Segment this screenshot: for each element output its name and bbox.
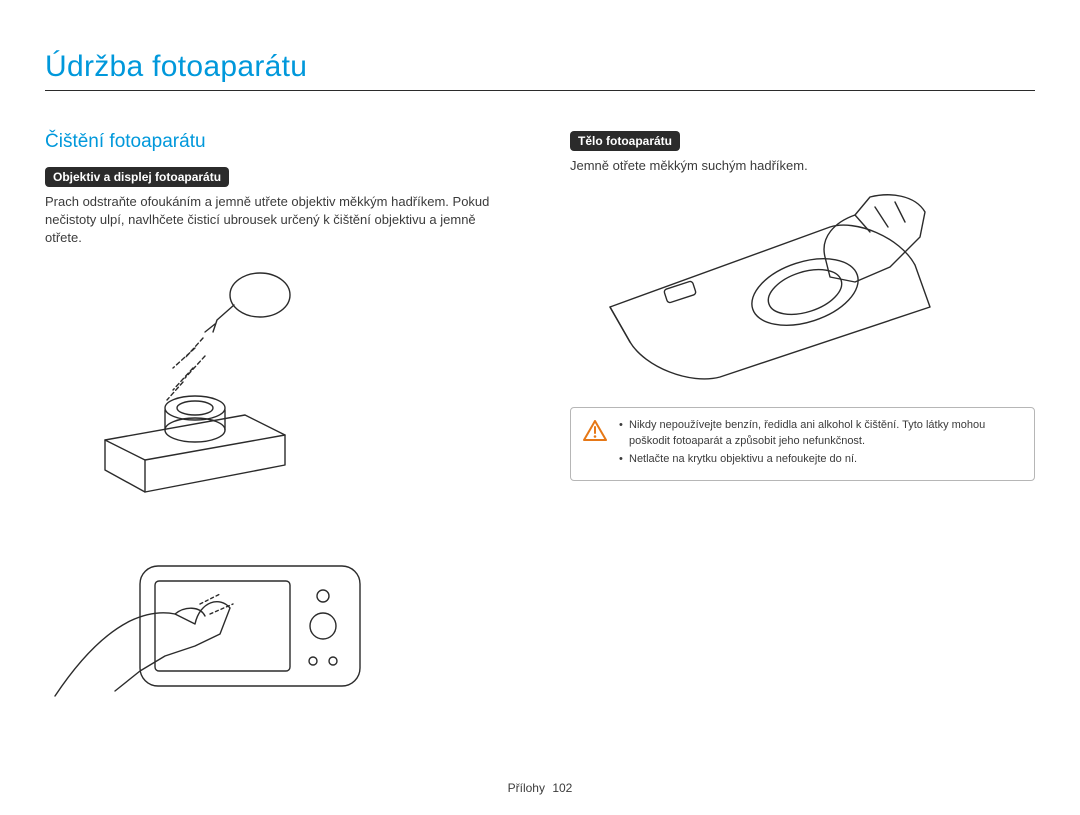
section-heading-cleaning: Čištění fotoaparátu [45, 131, 510, 153]
warning-icon [583, 420, 607, 448]
page-footer: Přílohy 102 [0, 781, 1080, 795]
left-column: Čištění fotoaparátu Objektiv a displej f… [45, 131, 510, 722]
paragraph-body: Jemně otřete měkkým suchým hadříkem. [570, 157, 1035, 175]
footer-page-number: 102 [552, 781, 572, 795]
content-columns: Čištění fotoaparátu Objektiv a displej f… [45, 131, 1035, 722]
footer-section-label: Přílohy [508, 781, 545, 795]
illustration-wipe-screen [45, 526, 510, 706]
illustration-wipe-body [570, 187, 1035, 387]
warning-box: Nikdy nepoužívejte benzín, ředidla ani a… [570, 407, 1035, 481]
warning-list: Nikdy nepoužívejte benzín, ředidla ani a… [619, 418, 1022, 470]
right-column: Tělo fotoaparátu Jemně otřete měkkým suc… [570, 131, 1035, 722]
badge-lens-display: Objektiv a displej fotoaparátu [45, 167, 229, 187]
warning-item-2: Netlačte na krytku objektivu a nefoukejt… [619, 452, 1022, 468]
paragraph-lens-display: Prach odstraňte ofoukáním a jemně utřete… [45, 193, 510, 248]
warning-item-1: Nikdy nepoužívejte benzín, ředidla ani a… [619, 418, 1022, 450]
badge-body: Tělo fotoaparátu [570, 131, 680, 151]
page-title: Údržba fotoaparátu [45, 50, 1035, 91]
illustration-blower-camera [45, 260, 510, 510]
